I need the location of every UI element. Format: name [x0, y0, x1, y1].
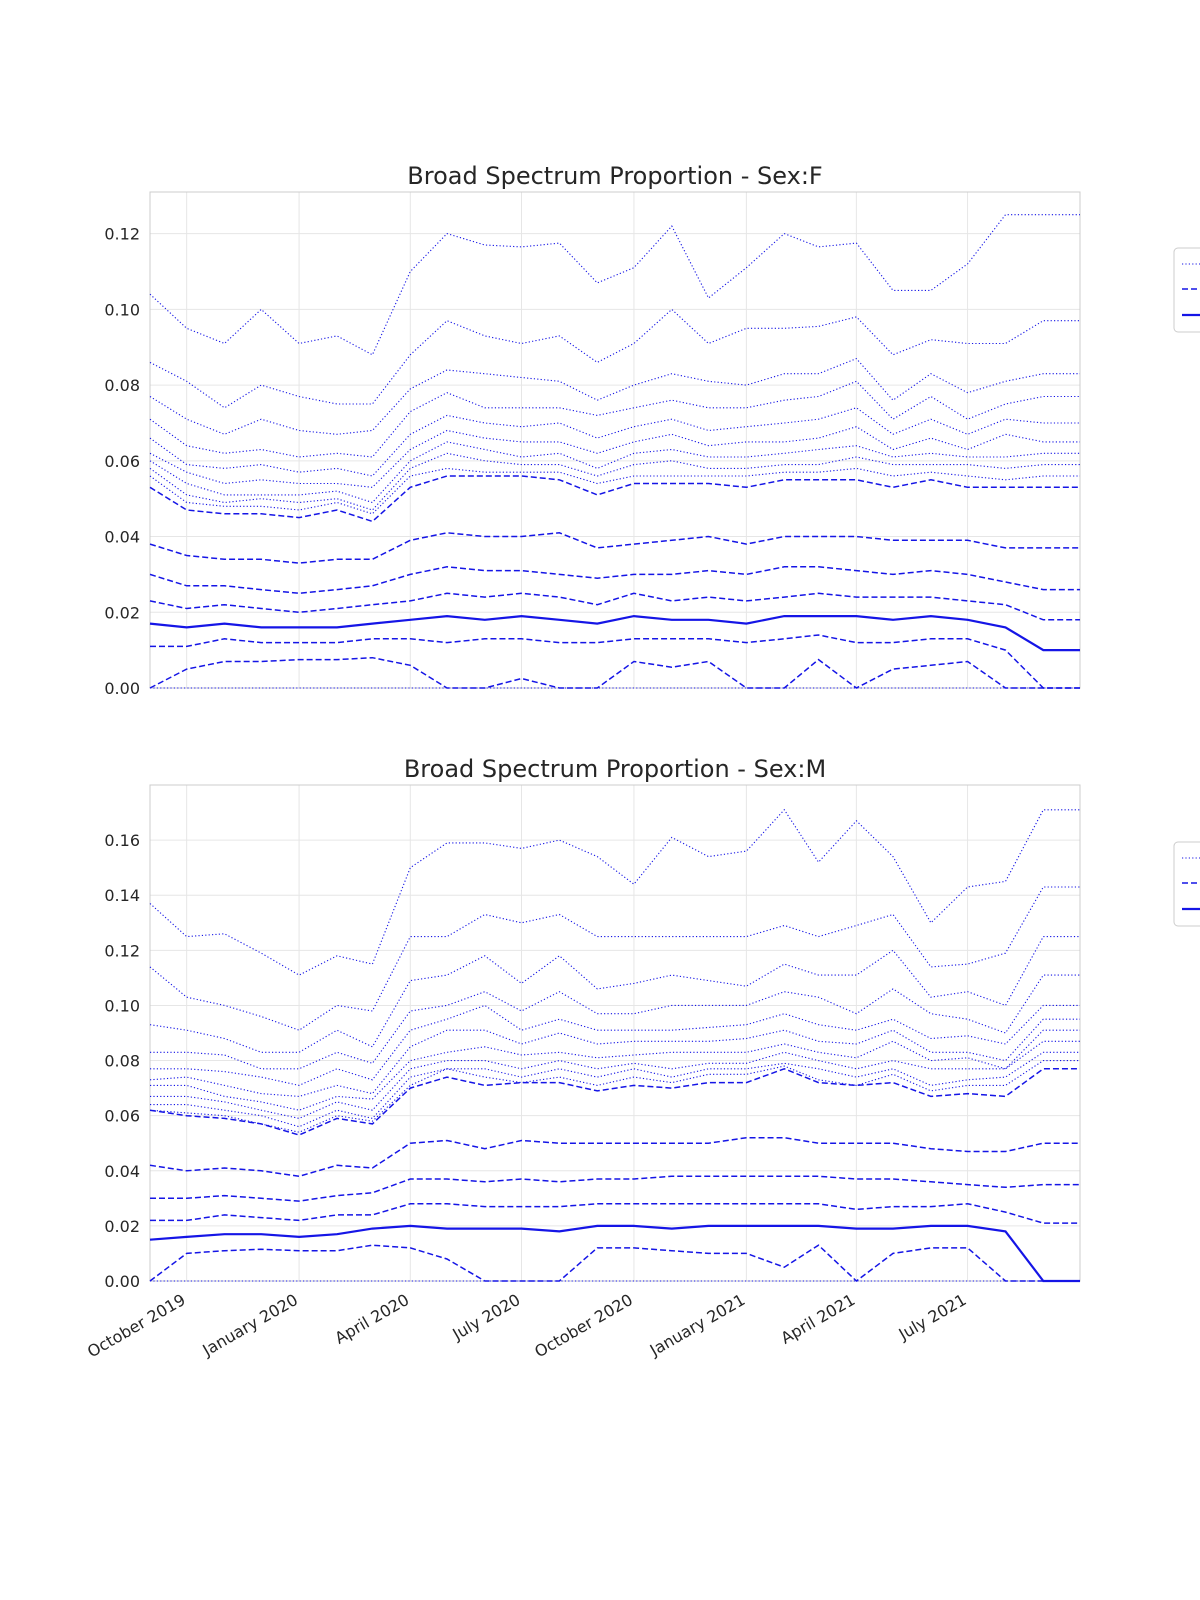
series-line-14 — [149, 592, 1080, 621]
legend — [1173, 841, 1200, 927]
x-tick-label: July 2020 — [449, 1290, 524, 1344]
chart-panel-2: 0.00 0.02 0.04 0.06 0.08 0.10 0.12 0.14 0.16 Octo… — [84, 755, 1200, 1361]
x-tick-label: April 2021 — [778, 1290, 859, 1348]
series-line-10 — [149, 467, 1080, 515]
y-tick-label: 0.08 — [104, 376, 140, 395]
y-tick-label: 0.08 — [104, 1052, 140, 1071]
series-line-7 — [149, 1018, 1080, 1097]
legend-box — [1173, 247, 1200, 333]
y-tick-label: 0.12 — [104, 941, 140, 960]
y-tick-label: 0.10 — [104, 996, 140, 1015]
series-line-13 — [149, 1136, 1080, 1178]
y-tick-label: 0.02 — [104, 1217, 140, 1236]
chart-title: Broad Spectrum Proportion - Sex:F — [407, 162, 822, 190]
series-line-8 — [149, 441, 1080, 504]
series-line-5 — [150, 974, 1080, 1070]
series-line-3 — [149, 308, 1080, 409]
y-tick-label: 0.04 — [104, 528, 140, 547]
legend — [1173, 247, 1200, 333]
y-tick-label: 0.06 — [104, 452, 140, 471]
series-line-15 — [149, 614, 1080, 652]
y-tick-label: 0.14 — [104, 886, 140, 905]
legend-box — [1173, 841, 1200, 927]
chart-title: Broad Spectrum Proportion - Sex:M — [404, 755, 826, 783]
series-line-3 — [149, 886, 1080, 1031]
series-line-4 — [149, 936, 1080, 1053]
series-line-15 — [150, 1203, 1080, 1224]
series-line-11 — [149, 475, 1080, 523]
series-line-9 — [150, 1040, 1080, 1119]
chart-panel-1: 0.00 0.02 0.04 0.06 0.08 0.10 0.12 Broad Spectr… — [104, 162, 1200, 698]
series-line-16 — [150, 634, 1080, 689]
x-tick-label: January 2020 — [199, 1290, 302, 1360]
series-line-6 — [149, 407, 1080, 477]
y-tick-label: 0.00 — [104, 1272, 140, 1291]
series-line-14 — [150, 1175, 1080, 1202]
series-line-16 — [149, 1224, 1080, 1283]
y-tick-label: 0.02 — [104, 603, 140, 622]
y-tick-label: 0.04 — [104, 1162, 140, 1181]
series-line-12 — [149, 1067, 1080, 1136]
x-tick-label: October 2020 — [531, 1290, 636, 1361]
series-line-17 — [149, 656, 1080, 689]
x-tick-label: July 2021 — [895, 1290, 970, 1344]
plot-frame — [149, 784, 1081, 1282]
series-line-8 — [150, 1029, 1080, 1111]
series-line-2 — [149, 214, 1080, 356]
series-line-12 — [149, 532, 1080, 564]
plot-frame — [149, 191, 1081, 689]
x-tick-label: April 2020 — [331, 1290, 412, 1348]
series-line-17 — [149, 1244, 1080, 1282]
x-tick-label: October 2019 — [84, 1290, 189, 1361]
series-line-13 — [149, 566, 1080, 595]
x-tick-label: January 2021 — [646, 1290, 749, 1360]
series-line-5 — [149, 380, 1080, 458]
y-tick-label: 0.06 — [104, 1107, 140, 1126]
y-tick-label: 0.00 — [104, 679, 140, 698]
y-tick-label: 0.12 — [104, 225, 140, 244]
y-tick-label: 0.16 — [104, 831, 140, 850]
series-line-6 — [150, 1004, 1080, 1086]
series-line-7 — [149, 426, 1080, 488]
y-tick-label: 0.10 — [104, 300, 140, 319]
